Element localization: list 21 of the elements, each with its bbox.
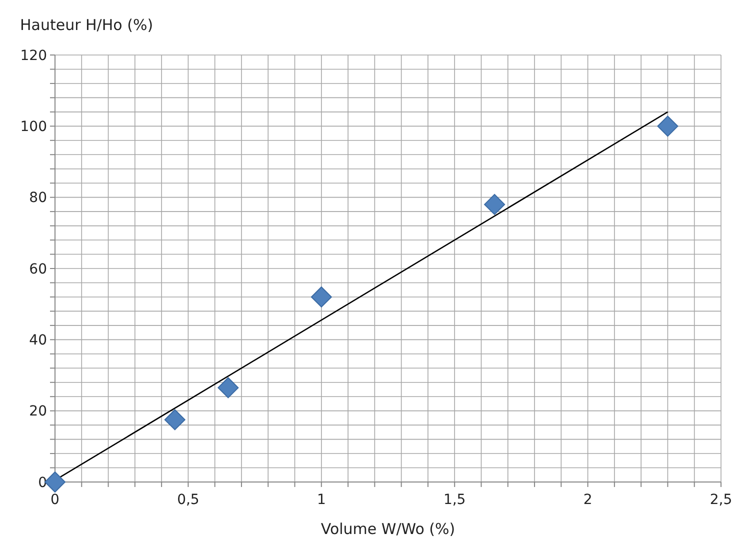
y-tick-label: 120: [20, 48, 47, 64]
y-tick-label: 80: [29, 190, 47, 206]
point: [484, 194, 506, 215]
point: [218, 377, 239, 398]
x-tick-label: 0: [50, 492, 60, 508]
y-axis-title: Hauteur H/Ho (%): [20, 16, 154, 34]
point: [657, 116, 678, 137]
x-tick-label: 0,5: [177, 492, 200, 508]
y-tick-label: 20: [29, 404, 47, 420]
x-axis-title: Volume W/Wo (%): [320, 520, 456, 538]
point: [310, 286, 332, 308]
x-tick-label: 1: [316, 492, 326, 508]
y-tick-label: 40: [29, 332, 47, 349]
x-tick-label: 2: [583, 492, 592, 508]
point: [164, 409, 186, 430]
y-tick-label: 0: [38, 474, 47, 491]
y-tick-label: 100: [20, 119, 47, 136]
x-tick-label: 2,5: [710, 492, 732, 508]
x-tick-label: 1,5: [443, 492, 466, 508]
y-tick-label: 60: [29, 261, 47, 278]
point: [44, 472, 66, 492]
